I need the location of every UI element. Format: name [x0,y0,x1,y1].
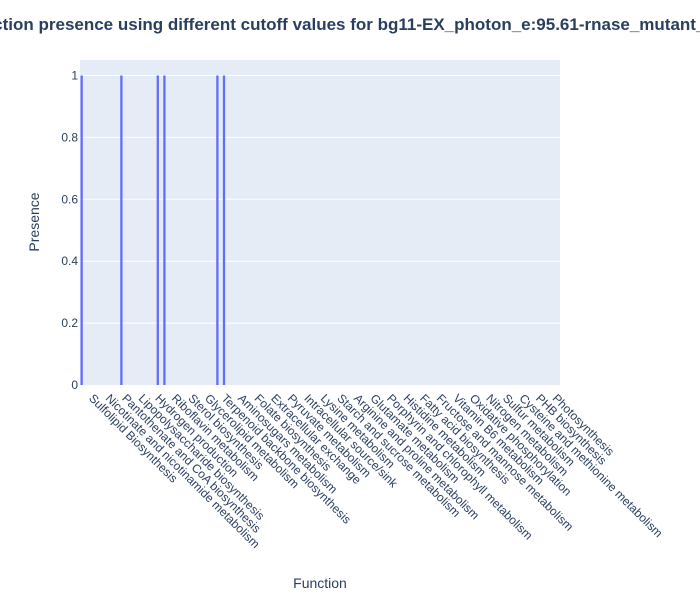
y-axis-title: Presence [26,192,42,251]
y-tick-label: 0.2 [61,316,78,330]
bar [156,75,159,385]
y-tick-label: 0 [71,378,78,392]
y-tick-label: 1 [71,68,78,82]
y-axis-tick-labels: 0 0.2 0.4 0.6 0.8 1 [61,68,78,392]
y-tick-label: 0.6 [61,192,78,206]
plot-background [80,60,560,385]
bar [216,75,219,385]
bars [80,75,226,385]
bar [222,75,226,385]
bar [80,75,83,385]
bar [163,75,166,385]
bar [120,75,123,385]
y-tick-label: 0.8 [61,130,78,144]
gridlines [80,74,560,324]
y-tick-label: 0.4 [61,254,78,268]
x-axis-title: Function [293,575,347,591]
chart-title: Function presence using different cutoff… [0,15,700,34]
